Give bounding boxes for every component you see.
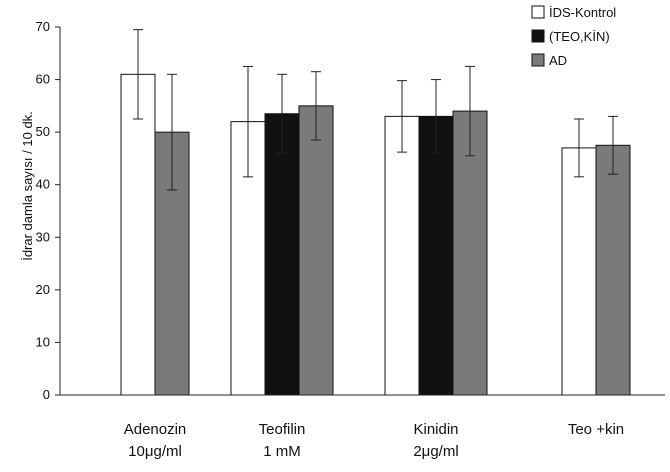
bar [561, 147, 597, 396]
bar [384, 115, 420, 396]
category-label: Teofilin [259, 421, 306, 438]
y-tick-label: 50 [36, 124, 50, 139]
y-tick-label: 10 [36, 334, 50, 349]
category-sublabel: 10μg/ml [128, 443, 182, 460]
error-bars [133, 29, 618, 191]
bar [120, 73, 156, 396]
legend-label: AD [549, 53, 567, 68]
y-tick-label: 40 [36, 177, 50, 192]
y-axis-label: İdrar damla sayısı / 10 dk. [20, 111, 35, 261]
legend-label: (TEO,KİN) [549, 29, 610, 44]
bar [418, 115, 454, 396]
category-label: Teo +kin [568, 421, 624, 438]
category-label: Kinidin [413, 421, 458, 438]
legend-swatch [531, 29, 545, 43]
legend-swatch [531, 53, 545, 67]
category-labels: Adenozin 10μg/ml Teofilin 1 mM Kinidin 2μg/ml… [124, 421, 624, 460]
legend-swatch [531, 5, 545, 19]
y-ticks: 0 10 20 30 40 50 60 70 [36, 19, 60, 402]
y-tick-label: 20 [36, 282, 50, 297]
category-label: Adenozin [124, 421, 187, 438]
bar [298, 105, 334, 396]
y-tick-label: 30 [36, 229, 50, 244]
bar [595, 144, 631, 396]
y-tick-label: 70 [36, 19, 50, 34]
bar [264, 113, 300, 396]
y-tick-label: 0 [43, 387, 50, 402]
y-tick-label: 60 [36, 72, 50, 87]
category-sublabel: 2μg/ml [413, 443, 458, 460]
legend: İDS-Kontrol (TEO,KİN) AD [531, 5, 616, 68]
category-sublabel: 1 mM [263, 443, 301, 460]
legend-label: İDS-Kontrol [549, 5, 616, 20]
bars [120, 73, 631, 396]
